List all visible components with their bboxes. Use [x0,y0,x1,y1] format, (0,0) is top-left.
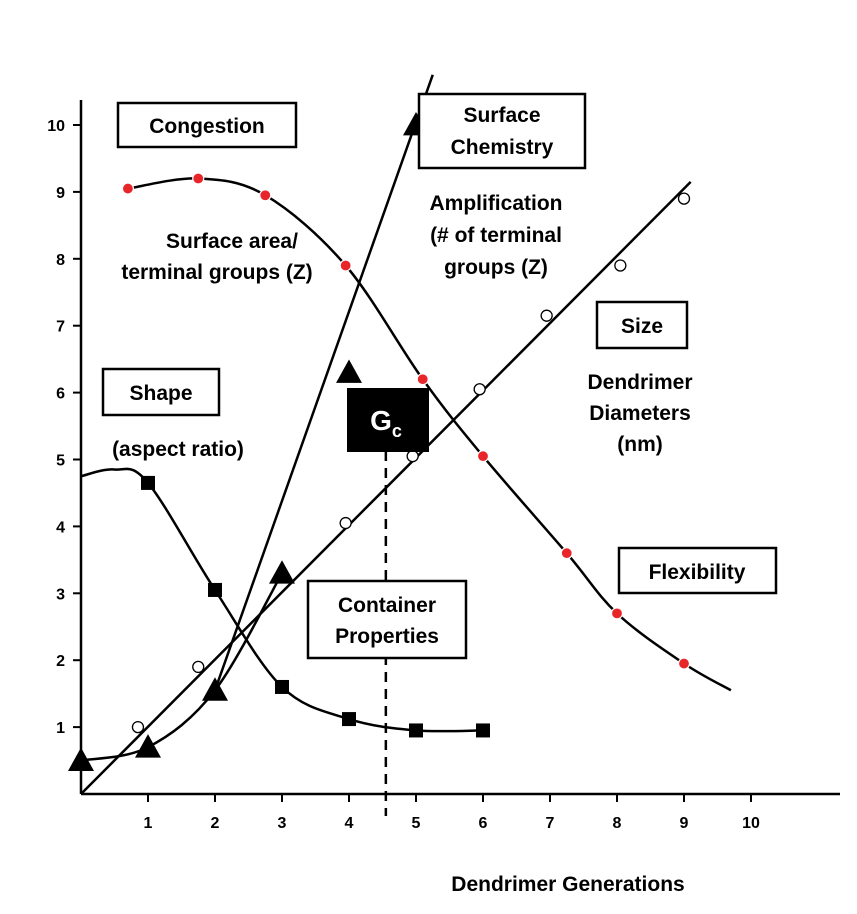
red-circle-marker [192,172,205,185]
shape-box [101,367,221,417]
y-tick-label: 9 [56,185,65,202]
square-marker [275,679,289,694]
flexibility-box [617,546,778,595]
red-circle-marker [259,189,272,202]
red-circle-series-curve [127,177,732,692]
x-tick-label: 10 [742,815,760,832]
gc-box [347,388,429,452]
surface-chemistry-label-line-2: Chemistry [451,136,554,159]
red-circle-marker [121,182,135,195]
square-marker [476,723,490,738]
aspect-ratio-label: (aspect ratio) [112,438,244,461]
open-circle-marker [473,383,486,396]
x-tick-label: 1 [144,815,153,832]
chemistry-fit-line [213,74,434,691]
y-tick-label: 6 [56,386,65,403]
surface-chemistry-label-line-1: Surface [463,104,540,127]
amplification-label-line-1: Amplification [429,192,562,215]
open-circle-marker [339,516,352,530]
amplification-label-line-2: (# of terminal [430,224,562,247]
surface-area-label-line-2: terminal groups (Z) [121,261,312,284]
open-circle-marker [131,720,145,734]
axes [79,100,840,796]
y-tick-label: 1 [56,720,65,737]
x-axis-label: Dendrimer Generations [451,873,684,896]
y-tick-label: 8 [56,252,65,269]
triangle-marker [269,560,295,584]
open-circle-marker [614,259,627,272]
container-properties-box [306,579,468,660]
red-circle-marker [339,259,352,272]
size-label: Size [621,315,663,338]
red-circle-marker [677,657,691,670]
y-ticks: 1 2 3 4 5 6 7 8 9 10 [47,118,81,737]
triangle-marker [336,359,362,383]
gc-label: Gc [370,405,402,441]
open-circle-marker [677,192,691,205]
triangle-marker [68,747,94,771]
curves-layer [80,74,732,816]
annotations: Congestion Surface Chemistry Surface are… [101,92,778,660]
x-ticks: 1 2 3 4 5 6 7 8 9 10 [144,794,760,832]
size-box [595,300,689,350]
y-tick-label: 4 [56,519,65,536]
triangle-marker [135,734,161,758]
red-circle-marker [610,607,624,620]
amplification-label-line-3: groups (Z) [444,256,548,279]
x-tick-label: 2 [211,815,220,832]
triangle-marker [202,677,228,701]
open-circle-marker [540,309,553,322]
y-tick-label: 5 [56,453,65,470]
gc-label-subscript: c [392,421,402,441]
square-series-curve [80,467,484,733]
y-tick-label: 7 [56,319,65,336]
x-tick-label: 9 [680,815,689,832]
flexibility-label: Flexibility [649,561,746,584]
gc-label-main: G [370,405,392,436]
red-circle-marker [476,450,490,463]
square-marker [208,582,222,597]
red-circle-marker [560,547,573,560]
container-properties-label-line-1: Container [338,594,436,617]
dendrimer-diameters-label-line-2: Diameters [589,402,691,425]
x-tick-label: 8 [613,815,622,832]
surface-area-label-line-1: Surface area/ [166,230,298,253]
square-marker [141,475,155,490]
markers-layer [68,112,691,771]
size-fit-line [80,180,692,795]
x-tick-label: 6 [479,815,488,832]
triangle-series-curve [80,572,284,762]
surface-chemistry-box [417,92,587,170]
dendrimer-diameters-label-line-3: (nm) [617,433,663,456]
x-tick-label: 4 [345,815,354,832]
x-tick-label: 7 [546,815,555,832]
shape-label: Shape [129,382,192,405]
square-marker [342,712,356,727]
red-circle-marker [416,373,429,386]
x-tick-label: 5 [412,815,421,832]
congestion-box [116,101,298,149]
congestion-label: Congestion [149,115,265,138]
x-tick-label: 3 [278,815,287,832]
square-marker [409,723,423,738]
dendrimer-diameters-label-line-1: Dendrimer [587,371,692,394]
y-tick-label: 10 [47,118,65,135]
y-tick-label: 2 [56,653,65,670]
open-circle-marker [406,450,419,463]
container-properties-label-line-2: Properties [335,625,439,648]
open-circle-marker [192,660,205,674]
y-tick-label: 3 [56,586,65,603]
